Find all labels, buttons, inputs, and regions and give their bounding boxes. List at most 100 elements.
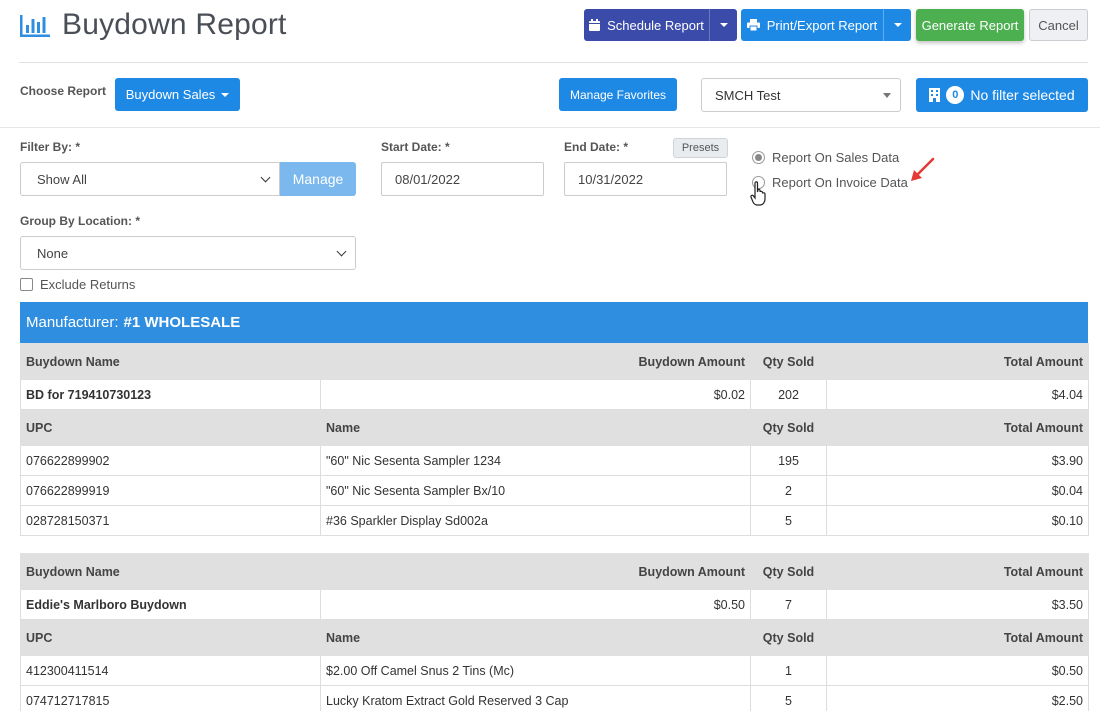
chevron-down-icon [893, 23, 902, 27]
buydown-total: $4.04 [826, 379, 1089, 410]
col-name: Name [320, 409, 751, 446]
buydown-amount: $0.02 [320, 379, 751, 410]
item-total: $0.10 [826, 505, 1089, 536]
col-buydown-amount: Buydown Amount [320, 553, 751, 590]
chevron-down-icon [719, 23, 728, 27]
item-qty: 1 [750, 655, 827, 686]
radio-invoice-data[interactable]: Report On Invoice Data [752, 175, 908, 190]
print-export-button[interactable]: Print/Export Report [741, 9, 911, 41]
group-by-value: None [37, 245, 69, 261]
start-date-input[interactable]: 08/01/2022 [381, 162, 544, 196]
buydown-name: Eddie's Marlboro Buydown [20, 589, 321, 620]
generate-report-button[interactable]: Generate Report [916, 9, 1024, 41]
buydown-qty: 202 [750, 379, 827, 410]
radio-invoice-label: Report On Invoice Data [772, 175, 908, 190]
item-qty: 5 [750, 685, 827, 711]
col-qty-sold: Qty Sold [750, 553, 827, 590]
table-row: 412300411514 $2.00 Off Camel Snus 2 Tins… [20, 655, 1089, 686]
filter-by-label: Filter By: * [20, 140, 81, 154]
cancel-button[interactable]: Cancel [1029, 9, 1088, 41]
printer-icon [746, 19, 760, 31]
manufacturer-name: #1 WHOLESALE [123, 314, 241, 331]
presets-button[interactable]: Presets [673, 138, 728, 158]
hand-pointer-icon [750, 181, 766, 206]
end-date-label: End Date: * [564, 140, 629, 154]
exclude-returns-checkbox[interactable] [20, 278, 33, 291]
buydown-name: BD for 719410730123 [20, 379, 321, 410]
col-upc: UPC [20, 409, 321, 446]
exclude-returns-row[interactable]: Exclude Returns [20, 277, 135, 292]
col-qty-sold: Qty Sold [750, 409, 827, 446]
manufacturer-header: Manufacturer: #1 WHOLESALE [20, 302, 1088, 343]
schedule-report-button[interactable]: Schedule Report [584, 9, 737, 41]
start-date-value: 08/01/2022 [395, 171, 461, 187]
table-row: 028728150371 #36 Sparkler Display Sd002a… [20, 505, 1089, 536]
table-row: 076622899919 "60" Nic Sesenta Sampler Bx… [20, 475, 1089, 506]
filter-label: No filter selected [970, 87, 1075, 103]
print-dropdown-toggle[interactable] [883, 9, 911, 41]
manufacturer-prefix: Manufacturer: [26, 314, 119, 331]
filter-by-select[interactable]: Show All [20, 162, 280, 196]
item-upc: 076622899919 [20, 475, 321, 506]
group-by-select[interactable]: None [20, 236, 356, 270]
buydown-table: Buydown Name Buydown Amount Qty Sold Tot… [20, 553, 1089, 711]
item-upc: 074712717815 [20, 685, 321, 711]
chevron-down-icon [260, 172, 271, 183]
buydown-row: BD for 719410730123 $0.02 202 $4.04 [20, 379, 1089, 410]
item-qty: 5 [750, 505, 827, 536]
report-type-dropdown[interactable]: Buydown Sales [115, 78, 240, 111]
report-type-label: Buydown Sales [125, 87, 216, 102]
item-upc: 412300411514 [20, 655, 321, 686]
table-header-row: UPC Name Qty Sold Total Amount [20, 619, 1089, 656]
end-date-input[interactable]: 10/31/2022 [564, 162, 727, 196]
item-total: $0.50 [826, 655, 1089, 686]
item-name: $2.00 Off Camel Snus 2 Tins (Mc) [320, 655, 751, 686]
store-select-value: SMCH Test [715, 87, 781, 103]
red-arrow-icon [911, 157, 935, 181]
item-total: $2.50 [826, 685, 1089, 711]
radio-sales-data[interactable]: Report On Sales Data [752, 150, 899, 165]
item-name: #36 Sparkler Display Sd002a [320, 505, 751, 536]
divider [0, 127, 1100, 128]
choose-report-label: Choose Report [20, 84, 107, 98]
radio-sales-label: Report On Sales Data [772, 150, 900, 165]
item-name: "60" Nic Sesenta Sampler Bx/10 [320, 475, 751, 506]
table-header-row: Buydown Name Buydown Amount Qty Sold Tot… [20, 553, 1089, 590]
schedule-report-label: Schedule Report [607, 17, 704, 33]
end-date-value: 10/31/2022 [578, 171, 644, 187]
col-total-amount: Total Amount [826, 409, 1089, 446]
col-buydown-amount: Buydown Amount [320, 343, 751, 380]
chevron-down-icon [336, 246, 347, 257]
exclude-returns-label: Exclude Returns [40, 277, 136, 292]
store-select[interactable]: SMCH Test [701, 78, 901, 112]
manage-filter-button[interactable]: Manage [280, 162, 356, 196]
table-header-row: Buydown Name Buydown Amount Qty Sold Tot… [20, 343, 1089, 380]
buydown-amount: $0.50 [320, 589, 751, 620]
radio-button[interactable] [752, 151, 765, 164]
divider [19, 62, 1088, 63]
buydown-total: $3.50 [826, 589, 1089, 620]
table-row: 076622899902 "60" Nic Sesenta Sampler 12… [20, 445, 1089, 476]
item-total: $0.04 [826, 475, 1089, 506]
col-qty-sold: Qty Sold [750, 619, 827, 656]
item-upc: 028728150371 [20, 505, 321, 536]
table-row: 074712717815 Lucky Kratom Extract Gold R… [20, 685, 1089, 711]
col-total-amount: Total Amount [826, 343, 1089, 380]
item-upc: 076622899902 [20, 445, 321, 476]
schedule-dropdown-toggle[interactable] [709, 9, 737, 41]
item-qty: 195 [750, 445, 827, 476]
location-filter-button[interactable]: 0 No filter selected [916, 78, 1088, 112]
item-name: Lucky Kratom Extract Gold Reserved 3 Cap [320, 685, 751, 711]
col-buydown-name: Buydown Name [20, 553, 321, 590]
item-name: "60" Nic Sesenta Sampler 1234 [320, 445, 751, 476]
start-date-label: Start Date: * [381, 140, 450, 154]
print-export-label: Print/Export Report [766, 17, 878, 33]
page-header: Buydown Report Schedule Report Print/Exp… [0, 0, 1100, 62]
item-total: $3.90 [826, 445, 1089, 476]
buydown-table: Buydown Name Buydown Amount Qty Sold Tot… [20, 343, 1089, 536]
col-upc: UPC [20, 619, 321, 656]
manage-favorites-button[interactable]: Manage Favorites [559, 78, 677, 111]
buydown-qty: 7 [750, 589, 827, 620]
page-title: Buydown Report [62, 8, 287, 41]
col-name: Name [320, 619, 751, 656]
